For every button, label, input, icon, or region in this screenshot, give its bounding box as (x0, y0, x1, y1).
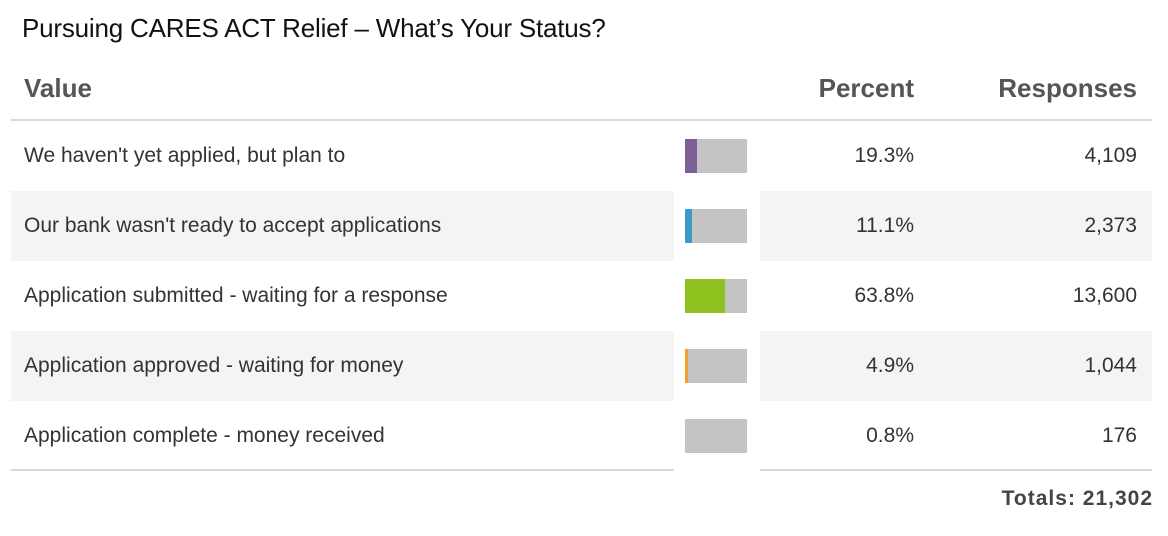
table-row: Application submitted - waiting for a re… (11, 261, 1152, 331)
bar-fill (685, 279, 725, 313)
table-row: We haven't yet applied, but plan to 19.3… (11, 121, 1152, 191)
percent-value: 0.8% (866, 424, 914, 447)
table-header: Value Percent Responses (11, 54, 1152, 121)
responses-value: 4,109 (1084, 144, 1137, 167)
bar-cell (674, 401, 760, 471)
row-label: We haven't yet applied, but plan to (24, 144, 346, 167)
responses-value: 13,600 (1072, 284, 1137, 307)
bar-track (685, 209, 747, 243)
responses-column-header: Responses (998, 73, 1137, 103)
results-table: Value Percent Responses We haven't yet a… (11, 54, 1152, 471)
value-column-header: Value (24, 73, 92, 103)
responses-value: 176 (1101, 424, 1137, 447)
bar-cell (674, 261, 760, 331)
table-row: Our bank wasn't ready to accept applicat… (11, 191, 1152, 261)
chart-title: Pursuing CARES ACT Relief – What’s Your … (22, 13, 606, 43)
bar-fill (685, 349, 689, 383)
bar-fill (685, 139, 697, 173)
percent-column-header: Percent (818, 73, 914, 103)
bar-track (685, 279, 747, 313)
bar-track (685, 139, 747, 173)
row-label: Our bank wasn't ready to accept applicat… (24, 214, 442, 237)
bar-fill (685, 209, 692, 243)
percent-value: 63.8% (854, 284, 914, 307)
responses-value: 1,044 (1084, 354, 1137, 377)
row-label: Application complete - money received (24, 424, 385, 447)
table-row: Application approved - waiting for money… (11, 331, 1152, 401)
bar-cell (674, 191, 760, 261)
totals-label: Totals: 21,302 (1001, 487, 1153, 510)
bar-cell (674, 331, 760, 401)
bar-cell (674, 121, 760, 191)
bar-track (685, 419, 747, 453)
table-row: Application complete - money received 0.… (11, 401, 1152, 471)
bar-track (685, 349, 747, 383)
row-label: Application submitted - waiting for a re… (24, 284, 448, 307)
row-label: Application approved - waiting for money (24, 354, 404, 377)
percent-value: 11.1% (856, 214, 914, 237)
percent-value: 4.9% (866, 354, 914, 377)
percent-value: 19.3% (854, 144, 914, 167)
responses-value: 2,373 (1084, 214, 1137, 237)
